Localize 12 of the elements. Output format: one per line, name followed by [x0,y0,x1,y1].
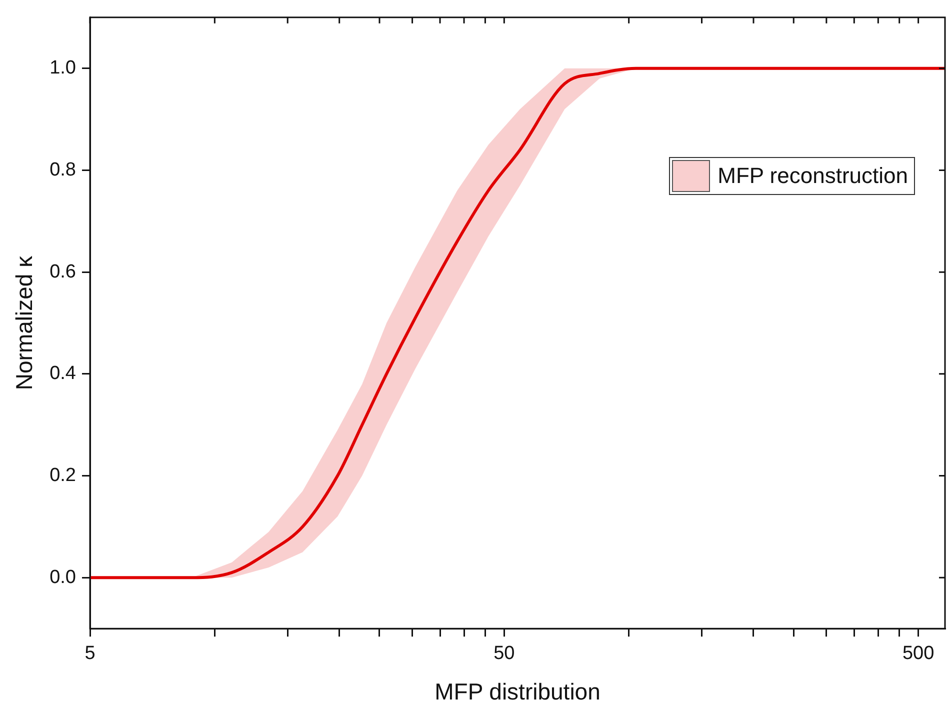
y-tick-label: 1.0 [50,58,76,79]
y-tick-label: 0.2 [50,465,76,486]
x-tick-label: 500 [902,643,934,664]
y-tick-label: 0.6 [50,261,76,282]
x-tick-label: 5 [84,643,96,664]
y-tick-label: 0.0 [50,566,76,588]
legend-label: MFP reconstruction [718,163,908,190]
x-axis-title: MFP distribution [434,678,600,705]
y-tick-label: 0.4 [50,363,76,384]
y-tick-label: 0.8 [50,159,76,180]
x-tick-label: 50 [494,643,515,664]
y-axis-title: Normalized κ [11,255,38,390]
